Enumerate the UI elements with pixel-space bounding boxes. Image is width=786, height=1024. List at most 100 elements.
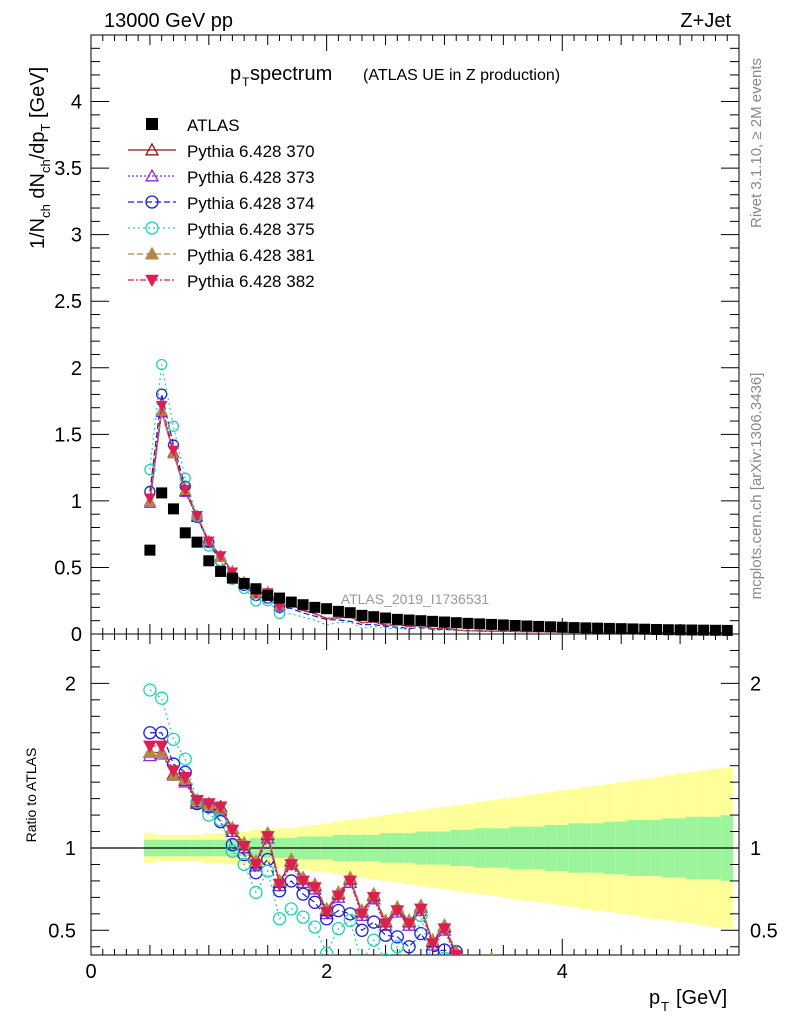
legend-marker [144,246,160,260]
legend-label: Pythia 6.428 373 [187,168,315,187]
atlas-data-point [262,589,274,601]
legend-marker [144,168,160,182]
ratio-tick-label-right: 2 [750,673,761,695]
atlas-data-point [521,620,533,632]
atlas-data-point [474,618,486,630]
series-marker-ratio [355,923,369,937]
series-marker-ratio [201,798,216,811]
y-tick-label: 1.5 [54,424,82,446]
title-rest: spectrum [250,63,332,85]
series-marker-ratio [154,740,169,753]
x-axis-label: p T [GeV] [649,987,727,1014]
atlas-data-point [415,615,427,627]
title-p: p [230,63,241,85]
series-marker-ratio [178,752,192,766]
series-marker-ratio [367,915,381,929]
series-marker-ratio [366,892,381,905]
series-line-ratio [149,732,457,953]
legend-label: Pythia 6.428 382 [187,272,315,291]
legend-marker [145,274,159,288]
series-marker-ratio [437,923,452,936]
series-marker-ratio [331,890,346,903]
y-tick-label: 4 [71,92,82,114]
series-line-main [149,405,728,634]
legend-label: Pythia 6.428 375 [187,220,315,239]
series-marker-ratio [355,908,369,921]
legend-label-atlas: ATLAS [187,116,240,135]
header-right: Z+Jet [680,10,731,32]
ratio-tick-label: 2 [65,673,76,695]
atlas-data-point [651,623,663,635]
series-marker-ratio [166,732,181,747]
x-tick-label: 0 [85,961,96,983]
legend-marker-atlas [146,118,158,130]
atlas-data-point [662,624,674,636]
title-paren: (ATLAS UE in Z production) [363,67,560,84]
series-marker-ratio [319,946,334,955]
atlas-data-point [191,536,203,548]
series-marker-ratio [237,841,252,854]
atlas-data-point [238,577,250,589]
series-marker-ratio [474,959,486,970]
series-marker-ratio [296,887,310,901]
series-marker-ratio [143,683,157,697]
atlas-data-point [556,621,568,633]
title-sub: T [242,75,250,89]
atlas-data-point [250,583,262,595]
atlas-data-point [156,487,168,499]
atlas-data-point [509,619,521,631]
series-marker-main [156,358,168,371]
chart-title: p T spectrum (ATLAS UE in Z production) [230,63,560,89]
legend-label: Pythia 6.428 370 [187,142,315,161]
series-marker-main [155,400,168,412]
atlas-data-point [167,503,179,515]
series-marker-main [179,484,192,496]
atlas-data-point [674,624,686,636]
atlas-data-point [344,607,356,619]
atlas-data-point [321,603,333,615]
series-marker-ratio [308,882,322,895]
y-tick-label: 0.5 [54,557,82,579]
ratio-tick-label-right: 1 [750,838,761,860]
main-ylabel: 1/Nch dNch/dpT [GeV] [27,67,53,249]
series-marker-ratio [367,933,381,947]
atlas-data-point [639,623,651,635]
series-marker-ratio [190,794,204,808]
series-marker-ratio [378,918,393,931]
atlas-data-point [709,624,721,636]
series-marker-ratio [427,959,439,971]
series-marker-ratio [225,844,240,858]
series-marker-ratio [261,864,275,878]
atlas-data-point [179,527,191,539]
series-marker-ratio [225,838,240,852]
y-tick-label: 0 [71,624,82,646]
legend-marker [145,195,159,209]
ratio-tick-label-right: 0.5 [750,920,778,942]
series-marker-ratio [425,938,440,951]
series-marker-ratio [331,922,346,936]
atlas-data-point [144,544,156,556]
series-marker-ratio [381,953,390,955]
series-marker-main [179,472,191,484]
atlas-data-point [309,601,321,613]
atlas-data-point [533,620,545,632]
atlas-data-point [580,622,592,634]
series-marker-ratio [213,813,228,827]
series-marker-ratio [402,918,416,931]
y-tick-label: 1 [71,491,82,513]
atlas-data-point [427,615,439,627]
series-marker-main [167,445,180,457]
series-marker-ratio [272,912,287,926]
y-tick-label: 3.5 [54,158,82,180]
series-marker-ratio [467,954,469,955]
series-marker-main [167,420,180,432]
series-marker-ratio [390,940,404,954]
atlas-data-point [544,621,556,633]
xlabel-unit: [GeV] [676,987,727,1009]
series-marker-ratio [166,765,181,778]
atlas-data-point [462,617,474,629]
atlas-data-point [368,611,380,623]
x-tick-label: 2 [321,961,332,983]
analysis-label: ATLAS_2019_I1736531 [341,591,490,607]
